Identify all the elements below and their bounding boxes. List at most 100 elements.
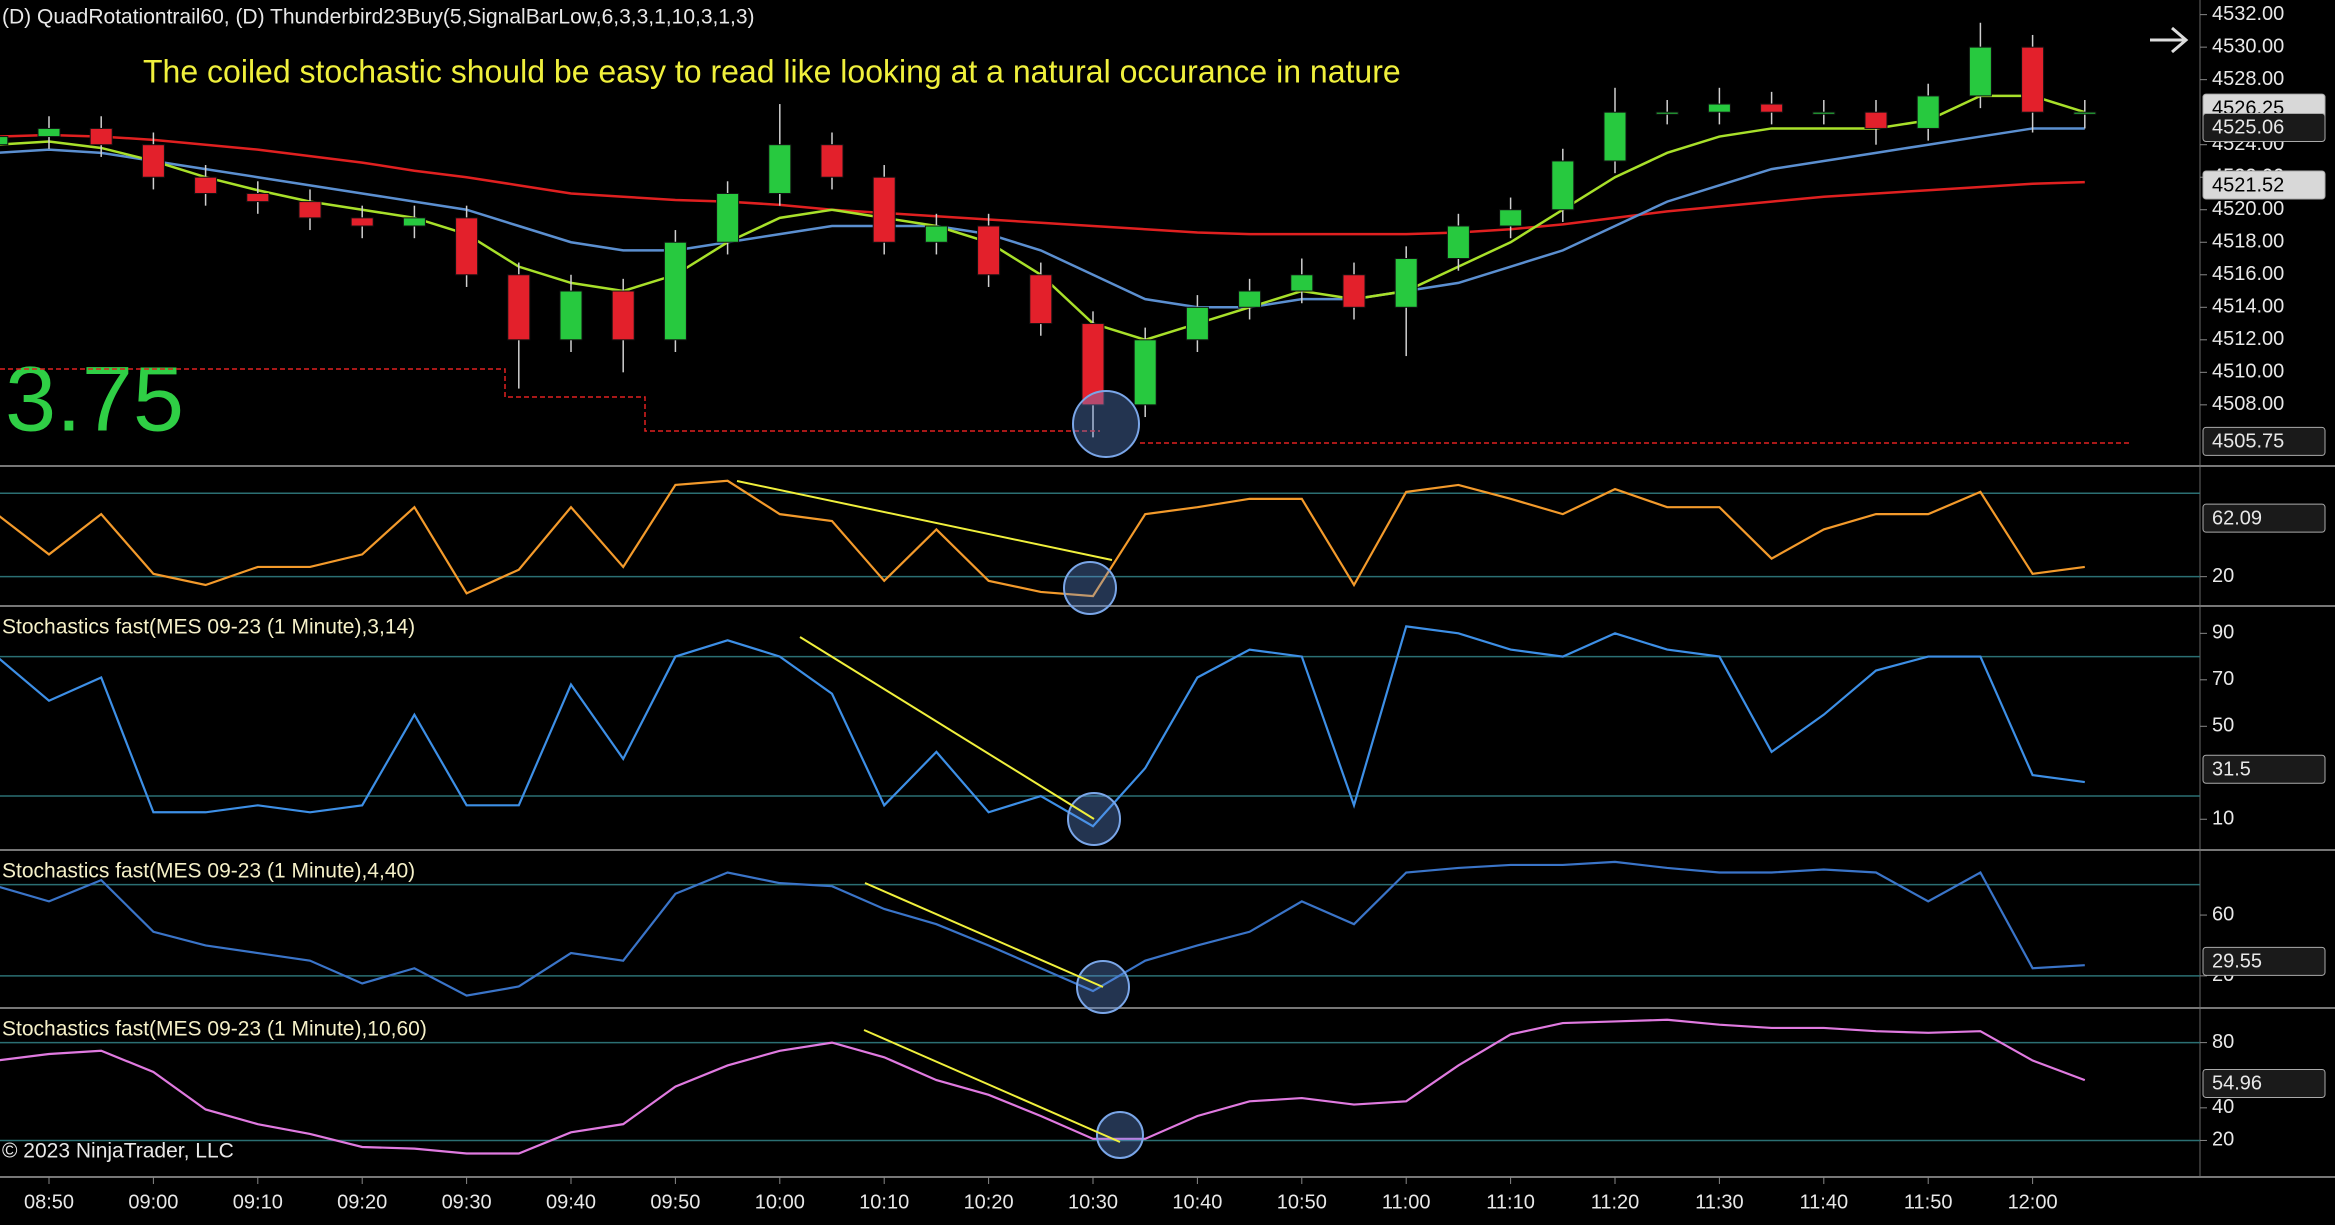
y-tick-label: 50 [2212, 715, 2234, 737]
value-marker-label: 62.09 [2212, 507, 2262, 529]
value-marker [2202, 426, 2326, 456]
x-tick-label: 09:50 [650, 1191, 700, 1213]
candle-body [1290, 274, 1314, 292]
candle-body [1342, 274, 1366, 308]
trend-line [864, 882, 1104, 988]
candle-body [37, 127, 61, 138]
y-tick-label: 70 [2212, 668, 2234, 690]
value-marker-label: 4525.06 [2212, 117, 2284, 139]
value-marker [2202, 503, 2326, 533]
trend-line [863, 1029, 1121, 1143]
big-value: 3.75 [5, 348, 184, 450]
candle-body [663, 241, 687, 341]
candle-body [1968, 46, 1992, 97]
trend-line [736, 480, 1113, 561]
candle-body [1655, 111, 1679, 115]
value-marker-label: 54.96 [2212, 1073, 2262, 1095]
x-tick-label: 10:10 [859, 1191, 909, 1213]
candle-body [350, 217, 374, 227]
x-tick-label: 10:40 [1172, 1191, 1222, 1213]
x-tick-label: 11:10 [1486, 1191, 1535, 1213]
y-tick-label: 80 [2212, 1031, 2234, 1053]
y-tick-label: 4514.00 [2212, 296, 2284, 318]
x-tick-label: 11:50 [1904, 1191, 1953, 1213]
candle-body [1446, 225, 1470, 260]
y-tick-label: 4510.00 [2212, 361, 2284, 383]
panel-title: Stochastics fast(MES 09-23 (1 Minute),10… [2, 1018, 427, 1041]
candle-body [1760, 103, 1784, 113]
candle-body [1133, 339, 1157, 406]
candle-body [507, 274, 531, 341]
x-tick-label: 09:40 [546, 1191, 596, 1213]
y-tick-label: 4518.00 [2212, 231, 2284, 253]
y-tick-label: 20 [2212, 1129, 2234, 1151]
candle-body [1812, 111, 1836, 115]
candle-body [768, 144, 792, 194]
value-marker-label: 29.55 [2212, 951, 2262, 973]
candle-body [872, 176, 896, 243]
y-tick-label: 20 [2212, 565, 2234, 587]
panel-title: Stochastics fast(MES 09-23 (1 Minute),3,… [2, 616, 415, 639]
indicator-line [0, 479, 2085, 598]
stop-steps [0, 368, 1100, 432]
y-tick-label: 4508.00 [2212, 393, 2284, 415]
x-tick-label: 11:30 [1695, 1191, 1744, 1213]
candle-body [1238, 290, 1262, 308]
trend-line [799, 636, 1095, 820]
candle-body [2021, 46, 2045, 113]
y-tick-label: 4528.00 [2212, 68, 2284, 90]
indicator-line [0, 625, 2085, 828]
value-marker-label: 4521.52 [2212, 174, 2284, 196]
value-marker [2202, 754, 2326, 784]
candle-body [1394, 258, 1418, 308]
y-tick-label: 4532.00 [2212, 3, 2284, 25]
candle-body [1029, 274, 1053, 325]
candle-body [559, 290, 583, 341]
candle-body [977, 225, 1001, 276]
candle-body [716, 192, 740, 243]
candle-body [924, 225, 948, 243]
highlight-circle [1063, 561, 1117, 615]
highlight-circle [1096, 1111, 1144, 1159]
candle-body [611, 290, 635, 341]
indicator-line [0, 1018, 2086, 1155]
x-tick-label: 10:30 [1068, 1191, 1118, 1213]
panel-title: Stochastics fast(MES 09-23 (1 Minute),4,… [2, 860, 415, 883]
x-tick-label: 09:00 [128, 1191, 178, 1213]
indicator-title: (D) QuadRotationtrail60, (D) Thunderbird… [2, 6, 755, 29]
value-marker-label: 4505.75 [2212, 431, 2284, 453]
y-tick-label: 90 [2212, 622, 2234, 644]
x-tick-label: 10:20 [964, 1191, 1014, 1213]
candle-body [402, 217, 426, 227]
value-marker [2202, 946, 2326, 976]
candle-body [2073, 111, 2097, 115]
drawings [0, 368, 2130, 1159]
candle-body [1551, 160, 1575, 211]
y-tick-label: 10 [2212, 808, 2234, 830]
x-tick-label: 11:20 [1591, 1191, 1640, 1213]
candle-body [89, 127, 113, 146]
candle-body [141, 144, 165, 178]
y-tick-label: 4516.00 [2212, 263, 2284, 285]
candle-body [1185, 306, 1209, 341]
y-tick-label: 40 [2212, 1096, 2234, 1118]
candle-body [0, 136, 9, 146]
nav-arrow[interactable] [2150, 26, 2189, 54]
candle-body [1707, 103, 1731, 113]
x-tick-label: 08:50 [24, 1191, 74, 1213]
x-tick-label: 10:00 [755, 1191, 805, 1213]
candle-body [1603, 111, 1627, 162]
copyright: © 2023 NinjaTrader, LLC [2, 1140, 234, 1163]
candle-body [298, 201, 322, 219]
value-marker-label: 31.5 [2212, 759, 2251, 781]
candle-body [820, 144, 844, 178]
x-tick-label: 10:50 [1277, 1191, 1327, 1213]
value-marker [2202, 112, 2326, 142]
candle-body [194, 176, 218, 194]
candle-body [1916, 95, 1940, 129]
y-tick-label: 4512.00 [2212, 328, 2284, 350]
y-tick-label: 4530.00 [2212, 35, 2284, 57]
